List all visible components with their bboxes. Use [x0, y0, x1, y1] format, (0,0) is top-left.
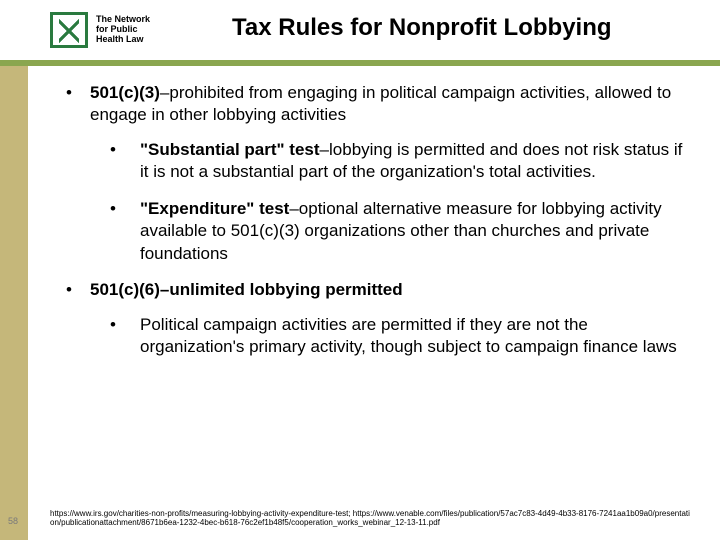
bullet-1: • 501(c)(3)–prohibited from engaging in … — [60, 82, 690, 127]
slide-title: Tax Rules for Nonprofit Lobbying — [232, 14, 612, 42]
bullet-1b: • "Expenditure" test–optional alternativ… — [110, 198, 690, 265]
bullet-1-bold: 501(c)(3) — [90, 83, 160, 102]
bullet-icon: • — [60, 279, 90, 301]
side-stripe — [0, 66, 28, 540]
bullet-2-bold: 501(c)(6)–unlimited lobbying permitted — [90, 280, 403, 299]
bullet-1a: • "Substantial part" test–lobbying is pe… — [110, 139, 690, 184]
logo-line3: Health Law — [96, 35, 150, 45]
footnote: https://www.irs.gov/charities-non-profit… — [50, 509, 690, 528]
bullet-icon: • — [110, 139, 140, 184]
accent-line — [0, 60, 720, 66]
bullet-1-subs: • "Substantial part" test–lobbying is pe… — [110, 139, 690, 265]
bullet-1a-text: "Substantial part" test–lobbying is perm… — [140, 139, 690, 184]
logo-text: The Network for Public Health Law — [96, 15, 150, 45]
bullet-2: • 501(c)(6)–unlimited lobbying permitted — [60, 279, 690, 301]
bullet-2a: • Political campaign activities are perm… — [110, 314, 690, 359]
page-number: 58 — [8, 516, 18, 526]
bullet-1-text: 501(c)(3)–prohibited from engaging in po… — [90, 82, 690, 127]
logo-mark-icon — [50, 12, 88, 48]
bullet-1a-bold: "Substantial part" test — [140, 140, 320, 159]
bullet-icon: • — [110, 198, 140, 265]
bullet-2-subs: • Political campaign activities are perm… — [110, 314, 690, 359]
bullet-2a-text: Political campaign activities are permit… — [140, 314, 690, 359]
content-body: • 501(c)(3)–prohibited from engaging in … — [60, 82, 690, 372]
bullet-1b-text: "Expenditure" test–optional alternative … — [140, 198, 690, 265]
bullet-icon: • — [60, 82, 90, 127]
bullet-1b-bold: "Expenditure" test — [140, 199, 289, 218]
header: The Network for Public Health Law Tax Ru… — [0, 0, 720, 60]
bullet-2-text: 501(c)(6)–unlimited lobbying permitted — [90, 279, 690, 301]
bullet-1-rest: –prohibited from engaging in political c… — [90, 83, 671, 124]
bullet-icon: • — [110, 314, 140, 359]
logo: The Network for Public Health Law — [50, 12, 150, 48]
